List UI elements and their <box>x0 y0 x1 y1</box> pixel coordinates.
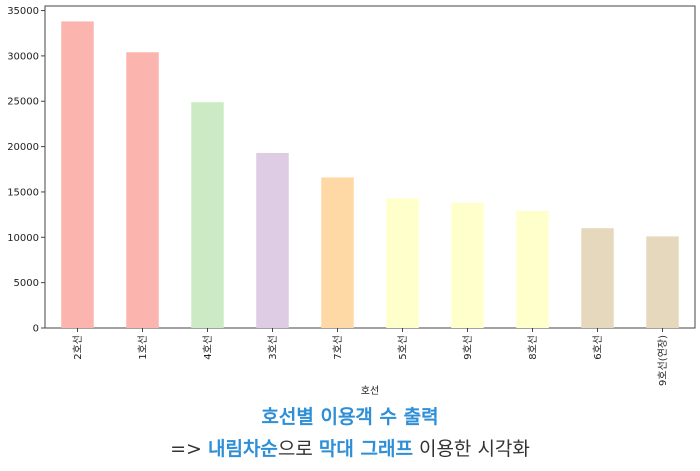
x-tick-label-4: 7호선 <box>332 335 344 360</box>
y-tick-label-7: 35000 <box>7 6 39 17</box>
bar-8 <box>581 228 614 328</box>
x-tick-label-9: 9호선(연장) <box>657 335 669 386</box>
y-tick-label-6: 30000 <box>7 51 39 62</box>
x-tick-label-3: 3호선 <box>267 335 279 360</box>
caption-highlight-bar-graph: 막대 그래프 <box>318 438 413 460</box>
caption-subtitle: => 내림차순으로 막대 그래프 이용한 시각화 <box>0 434 700 461</box>
caption-suffix: 이용한 시각화 <box>412 438 530 460</box>
x-tick-label-8: 6호선 <box>592 335 604 360</box>
y-tick-label-0: 0 <box>33 324 39 335</box>
x-tick-label-1: 1호선 <box>137 335 149 360</box>
x-tick-label-5: 5호선 <box>397 335 409 360</box>
y-tick-label-4: 20000 <box>7 142 39 153</box>
bar-chart: 0 5000 10000 15000 20000 25000 30000 35000 2호선 1… <box>7 5 696 397</box>
bar-2 <box>191 102 224 328</box>
caption-title: 호선별 이용객 수 출력 <box>261 406 439 428</box>
bar-1 <box>126 52 159 328</box>
y-tick-label-1: 5000 <box>14 278 39 289</box>
bar-4 <box>321 177 354 328</box>
y-tick-label-5: 25000 <box>7 97 39 108</box>
bar-3 <box>256 152 289 328</box>
bar-0 <box>61 21 94 329</box>
x-axis-label: 호선 <box>361 385 379 397</box>
x-tick-label-7: 8호선 <box>527 335 539 360</box>
plot-area-frame <box>44 5 696 329</box>
x-tick-label-6: 9호선 <box>462 335 474 360</box>
x-tick-label-0: 2호선 <box>72 335 84 360</box>
bar-7 <box>516 210 549 328</box>
y-tick-label-3: 15000 <box>7 187 39 198</box>
bar-9 <box>646 236 679 328</box>
x-tick-label-2: 4호선 <box>202 335 214 360</box>
bar-5 <box>386 198 419 328</box>
caption-prefix: => <box>170 438 208 460</box>
caption-middle: 으로 <box>277 438 319 460</box>
y-tick-label-2: 10000 <box>7 233 39 244</box>
caption-highlight-descending: 내림차순 <box>207 438 278 460</box>
bar-6 <box>451 202 484 328</box>
